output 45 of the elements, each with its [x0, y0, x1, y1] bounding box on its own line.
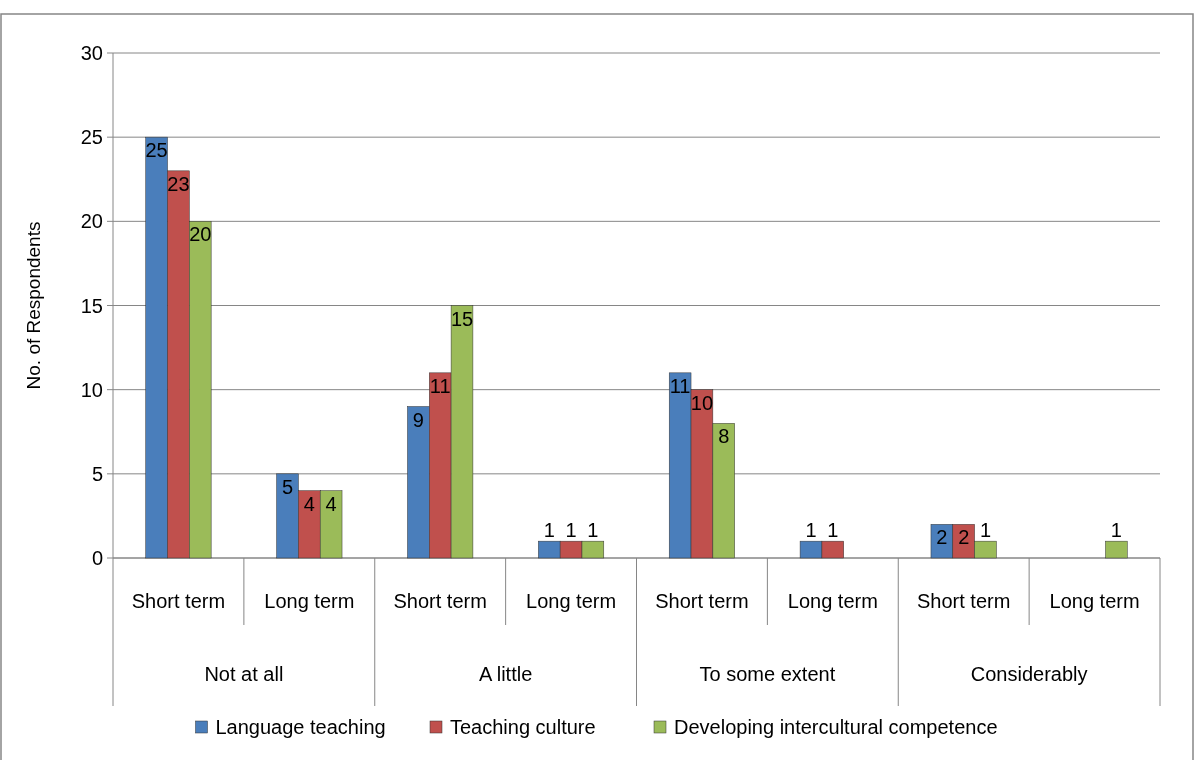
- x-tick-label: Short term: [131, 590, 226, 612]
- data-label: 1: [827, 519, 839, 542]
- y-tick-label: 5: [91, 462, 103, 485]
- data-label: 10: [690, 391, 714, 414]
- y-axis-title: No. of Respondents: [23, 221, 44, 390]
- data-label: 1: [587, 519, 599, 542]
- data-label: 8: [718, 425, 730, 448]
- legend-label: Developing intercultural competence: [674, 716, 998, 738]
- data-label: 9: [412, 408, 424, 431]
- x-tick-label: Short term: [655, 590, 749, 612]
- y-tick-label: 0: [91, 547, 103, 569]
- data-label: 1: [805, 519, 817, 542]
- y-tick-label: 20: [80, 210, 103, 233]
- text: Considerably: [970, 663, 1088, 685]
- x-tick-label: Long term: [787, 590, 878, 612]
- data-label: 11: [429, 374, 451, 397]
- data-label: 15: [450, 307, 474, 330]
- data-label: 4: [325, 492, 337, 515]
- bar: [1105, 540, 1128, 559]
- data-label: 25: [145, 139, 168, 162]
- x-tick-label: Short term: [393, 590, 487, 612]
- x-tick-label: Long term: [1049, 590, 1140, 612]
- legend-label: Language teaching: [215, 716, 386, 738]
- data-label: 20: [189, 223, 212, 246]
- data-label: 1: [565, 519, 577, 542]
- data-label: 5: [281, 475, 294, 498]
- y-tick-label: 30: [80, 42, 103, 64]
- x-tick-label: Long term: [526, 590, 617, 612]
- y-tick-label: 15: [80, 294, 103, 317]
- data-label: 11: [669, 374, 691, 397]
- y-tick-label: 25: [80, 126, 103, 149]
- data-label: 1: [979, 519, 992, 542]
- data-label: 2: [936, 526, 948, 549]
- text: Not at all: [204, 663, 284, 685]
- text: To some extent: [699, 663, 836, 685]
- data-label: 2: [958, 526, 970, 549]
- data-label: 4: [303, 492, 315, 515]
- legend-label: Teaching culture: [450, 716, 596, 738]
- text: A little: [478, 663, 533, 685]
- x-tick-label: Short term: [917, 590, 1011, 612]
- y-tick-label: 10: [80, 378, 103, 401]
- data-label: 1: [543, 519, 555, 542]
- data-label: 1: [1110, 519, 1122, 542]
- data-label: 23: [167, 172, 190, 195]
- x-tick-label: Long term: [264, 590, 355, 612]
